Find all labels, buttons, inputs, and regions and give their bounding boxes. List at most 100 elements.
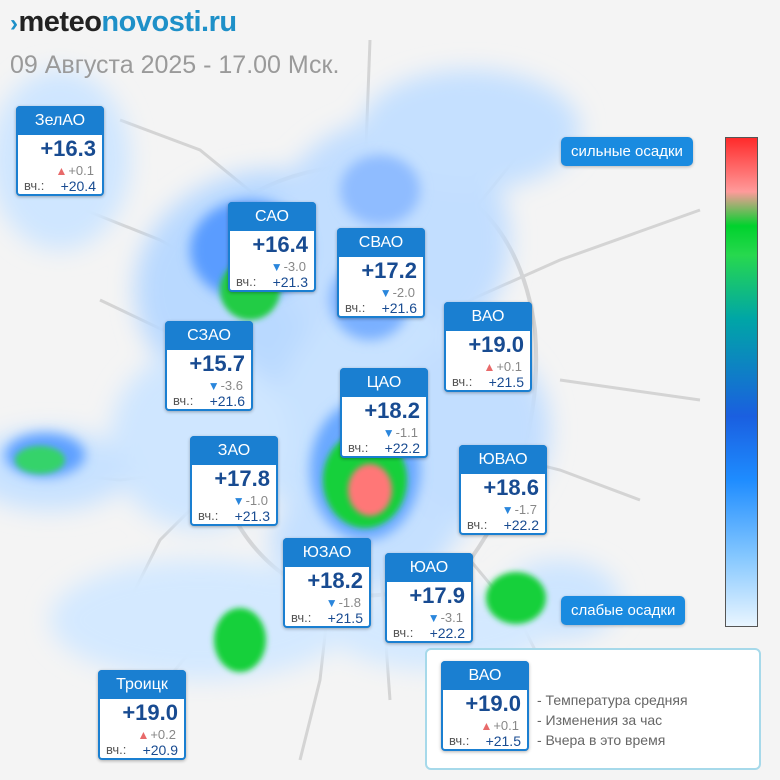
district-temperature: +16.3 bbox=[40, 136, 96, 161]
district-card-yuao[interactable]: ЮАО +17.9 ▼-3.1 вч.: +22.2 bbox=[385, 553, 473, 643]
hourly-change-value: +0.1 bbox=[68, 163, 94, 178]
district-card-yuzao[interactable]: ЮЗАО +18.2 ▼-1.8 вч.: +21.5 bbox=[283, 538, 371, 628]
yesterday-value: +21.6 bbox=[381, 300, 417, 316]
district-temperature: +18.2 bbox=[364, 398, 420, 423]
hourly-change: ▼-1.7 bbox=[502, 502, 537, 517]
trend-up-icon: ▲ bbox=[137, 728, 150, 742]
yesterday-label: вч.: bbox=[291, 610, 312, 625]
yesterday-value: +21.3 bbox=[272, 274, 308, 290]
hourly-change-value: +0.2 bbox=[150, 727, 176, 742]
yesterday-label: вч.: bbox=[106, 742, 127, 757]
logo-mark: › bbox=[10, 10, 18, 37]
yesterday-label: вч.: bbox=[452, 374, 473, 389]
yesterday-value: +21.6 bbox=[209, 393, 245, 409]
district-name: ЮАО bbox=[385, 553, 473, 582]
hourly-change-value: -1.7 bbox=[514, 502, 537, 517]
yesterday-value: +20.4 bbox=[60, 178, 96, 194]
yesterday-label: вч.: bbox=[236, 274, 257, 289]
legend-panel: ВАО +19.0 ▲+0.1 вч.: +21.5 - Температура … bbox=[425, 648, 761, 770]
scale-label-heavy: сильные осадки bbox=[561, 137, 693, 166]
district-temperature: +17.2 bbox=[361, 258, 417, 283]
district-card-zao[interactable]: ЗАО +17.8 ▼-1.0 вч.: +21.3 bbox=[190, 436, 278, 526]
yesterday-temp: вч.: +21.6 bbox=[173, 393, 245, 409]
district-name: ВАО bbox=[444, 302, 532, 331]
logo[interactable]: ›meteonovosti.ru bbox=[10, 6, 237, 39]
hourly-change: ▲+0.1 bbox=[480, 718, 519, 733]
hourly-change-value: -3.1 bbox=[440, 610, 463, 625]
hourly-change: ▲+0.2 bbox=[137, 727, 176, 742]
scale-label-light: слабые осадки bbox=[561, 596, 686, 625]
district-card-zelao[interactable]: ЗелАО +16.3 ▲+0.1 вч.: +20.4 bbox=[16, 106, 104, 196]
hourly-change-value: -2.0 bbox=[392, 285, 415, 300]
district-name: ЦАО bbox=[340, 368, 428, 397]
trend-down-icon: ▼ bbox=[379, 286, 392, 300]
yesterday-temp: вч.: +21.3 bbox=[236, 274, 308, 290]
district-temperature: +19.0 bbox=[465, 691, 521, 716]
forecast-datetime: 09 Августа 2025 - 17.00 Мск. bbox=[10, 51, 340, 79]
yesterday-value: +22.2 bbox=[429, 625, 465, 641]
hourly-change-value: -1.0 bbox=[245, 493, 268, 508]
yesterday-label: вч.: bbox=[467, 517, 488, 532]
yesterday-label: вч.: bbox=[198, 508, 219, 523]
trend-down-icon: ▼ bbox=[207, 379, 220, 393]
district-card-szao[interactable]: СЗАО +15.7 ▼-3.6 вч.: +21.6 bbox=[165, 321, 253, 411]
yesterday-value: +20.9 bbox=[142, 742, 178, 758]
yesterday-label: вч.: bbox=[173, 393, 194, 408]
trend-down-icon: ▼ bbox=[427, 611, 440, 625]
yesterday-label: вч.: bbox=[393, 625, 414, 640]
legend-sample-card: ВАО +19.0 ▲+0.1 вч.: +21.5 bbox=[441, 661, 529, 751]
yesterday-temp: вч.: +22.2 bbox=[393, 625, 465, 641]
hourly-change-value: -1.1 bbox=[395, 425, 418, 440]
district-temperature: +18.6 bbox=[483, 475, 539, 500]
hourly-change: ▼-2.0 bbox=[380, 285, 415, 300]
district-card-vao[interactable]: ВАО +19.0 ▲+0.1 вч.: +21.5 bbox=[444, 302, 532, 392]
district-name: СВАО bbox=[337, 228, 425, 257]
hourly-change: ▼-3.6 bbox=[208, 378, 243, 393]
yesterday-label: вч.: bbox=[24, 178, 45, 193]
district-card-svao[interactable]: СВАО +17.2 ▼-2.0 вч.: +21.6 bbox=[337, 228, 425, 318]
district-name: ЗелАО bbox=[16, 106, 104, 135]
legend-descriptions: - Температура средняя - Изменения за час… bbox=[537, 690, 688, 750]
trend-down-icon: ▼ bbox=[325, 596, 338, 610]
yesterday-label: вч.: bbox=[348, 440, 369, 455]
district-name: Троицк bbox=[98, 670, 186, 699]
hourly-change: ▼-1.8 bbox=[326, 595, 361, 610]
hourly-change-value: +0.1 bbox=[493, 718, 519, 733]
yesterday-label: вч.: bbox=[345, 300, 366, 315]
hourly-change-value: -3.6 bbox=[220, 378, 243, 393]
yesterday-value: +21.3 bbox=[234, 508, 270, 524]
district-card-troitsk[interactable]: Троицк +19.0 ▲+0.2 вч.: +20.9 bbox=[98, 670, 186, 760]
logo-text-meteo: meteo bbox=[18, 6, 102, 38]
district-card-yuvao[interactable]: ЮВАО +18.6 ▼-1.7 вч.: +22.2 bbox=[459, 445, 547, 535]
district-temperature: +17.9 bbox=[409, 583, 465, 608]
yesterday-temp: вч.: +22.2 bbox=[467, 517, 539, 533]
legend-line-yesterday: - Вчера в это время bbox=[537, 732, 666, 748]
logo-text-novosti: novosti.ru bbox=[101, 6, 237, 38]
trend-down-icon: ▼ bbox=[232, 494, 245, 508]
district-name: ВАО bbox=[441, 661, 529, 690]
yesterday-temp: вч.: +20.9 bbox=[106, 742, 178, 758]
trend-up-icon: ▲ bbox=[480, 719, 493, 733]
district-temperature: +19.0 bbox=[468, 332, 524, 357]
hourly-change-value: -1.8 bbox=[338, 595, 361, 610]
yesterday-temp: вч.: +22.2 bbox=[348, 440, 420, 456]
yesterday-temp: вч.: +21.3 bbox=[198, 508, 270, 524]
yesterday-label: вч.: bbox=[449, 733, 470, 748]
yesterday-value: +22.2 bbox=[503, 517, 539, 533]
hourly-change: ▼-3.0 bbox=[271, 259, 306, 274]
hourly-change: ▲+0.1 bbox=[483, 359, 522, 374]
hourly-change-value: -3.0 bbox=[283, 259, 306, 274]
hourly-change: ▼-1.0 bbox=[233, 493, 268, 508]
yesterday-value: +21.5 bbox=[488, 374, 524, 390]
district-card-sao[interactable]: САО +16.4 ▼-3.0 вч.: +21.3 bbox=[228, 202, 316, 292]
yesterday-temp: вч.: +21.6 bbox=[345, 300, 417, 316]
district-name: СЗАО bbox=[165, 321, 253, 350]
district-temperature: +15.7 bbox=[189, 351, 245, 376]
district-name: ЮВАО bbox=[459, 445, 547, 474]
district-card-tsao[interactable]: ЦАО +18.2 ▼-1.1 вч.: +22.2 bbox=[340, 368, 428, 458]
district-temperature: +16.4 bbox=[252, 232, 308, 257]
yesterday-value: +21.5 bbox=[327, 610, 363, 626]
yesterday-temp: вч.: +21.5 bbox=[291, 610, 363, 626]
yesterday-value: +22.2 bbox=[384, 440, 420, 456]
yesterday-temp: вч.: +21.5 bbox=[452, 374, 524, 390]
